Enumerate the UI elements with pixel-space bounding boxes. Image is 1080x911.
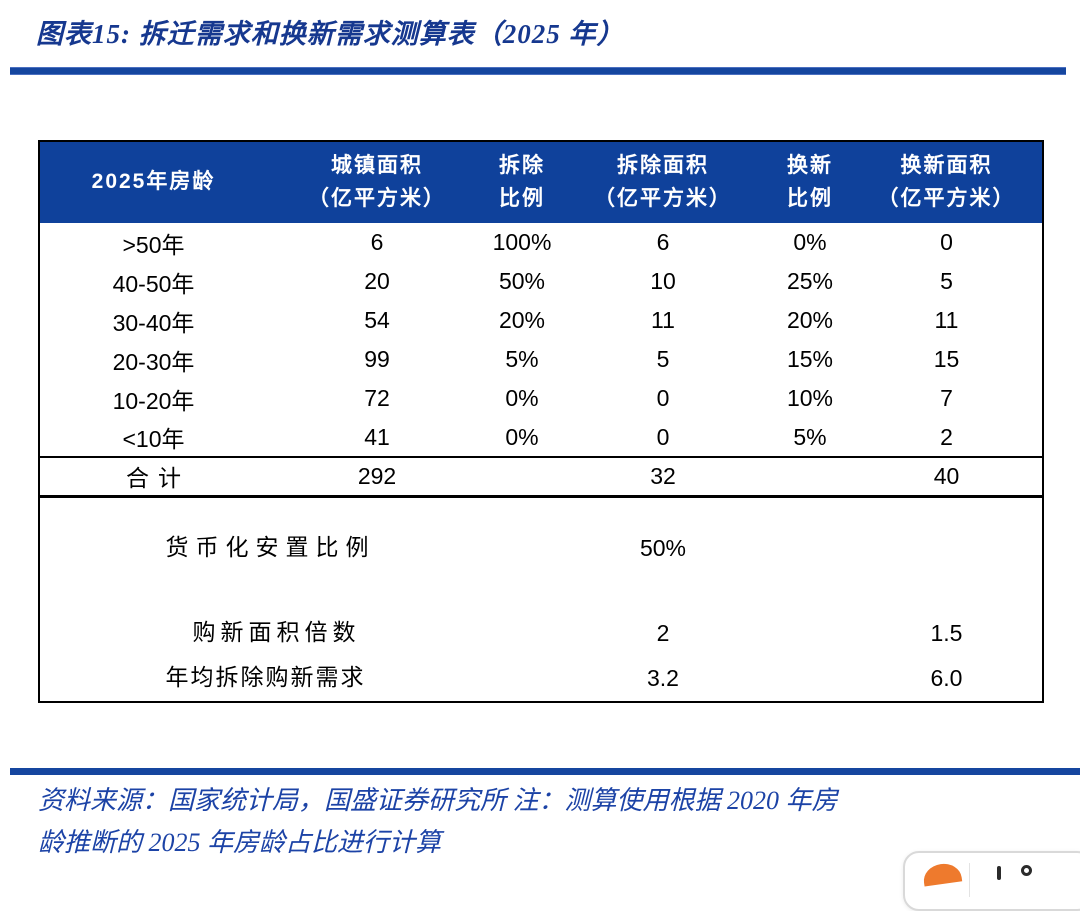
col-header-age: 2025年房龄	[39, 141, 267, 223]
cell-value	[769, 496, 851, 571]
cell-value: 0%	[505, 385, 539, 411]
cell-value: 2	[940, 423, 953, 450]
monetized-resettlement-row: 货币化安置比例 50%	[39, 496, 1043, 571]
row-label: 购新面积倍数	[192, 619, 361, 645]
figure-title: 图表15: 拆迁需求和换新需求测算表（2025 年）	[36, 19, 625, 49]
footer-divider	[10, 768, 1080, 775]
cell-value: 20	[364, 268, 390, 294]
cell-value: 100%	[492, 229, 552, 255]
cell-value: 32	[557, 456, 769, 498]
cell-value	[487, 456, 557, 498]
table-row: <10年 41 0% 0 5% 2	[39, 418, 1043, 457]
cell-value: 5%	[793, 423, 827, 450]
annual-demand-row: 年均拆除购新需求 3.2 6.0	[39, 656, 1043, 702]
cell-value: 10%	[786, 385, 834, 411]
cell-value	[769, 456, 851, 498]
orange-logo-icon[interactable]	[921, 861, 963, 887]
cell-value: 0	[656, 423, 670, 450]
cell-value: 41	[364, 423, 390, 450]
table-header-row: 2025年房龄 城镇面积 （亿平方米） 拆除 比例 拆除面积 （亿平方米） 换新 比例 …	[39, 141, 1043, 223]
cell-value	[769, 571, 851, 656]
row-label: 20-30年	[112, 348, 195, 375]
total-row: 合计 292 32 40	[39, 456, 1043, 498]
row-label: 年均拆除购新需求	[165, 664, 366, 690]
col-header-demolition-area: 拆除面积 （亿平方米）	[557, 141, 769, 223]
total-label: 合计	[39, 456, 267, 498]
new-purchase-multiple-row: 购新面积倍数 2 1.5	[39, 571, 1043, 656]
cell-value: 6.0	[930, 665, 963, 691]
cell-value: 0%	[793, 229, 827, 255]
cell-value: 11	[934, 307, 959, 333]
source-note-line2: 龄推断的 2025 年房龄占比进行计算	[38, 828, 442, 857]
cell-value: 50%	[639, 535, 687, 561]
source-note-line1: 资料来源：国家统计局，国盛证券研究所 注：测算使用根据 2020 年房	[38, 786, 838, 815]
cell-value: 0	[656, 385, 670, 411]
col-header-demolition-ratio: 拆除 比例	[487, 141, 557, 223]
cell-value	[851, 496, 1043, 571]
cell-value: 40	[851, 456, 1043, 498]
cell-value: 20%	[498, 307, 546, 333]
source-note: 资料来源：国家统计局，国盛证券研究所 注：测算使用根据 2020 年房 龄推断的…	[38, 780, 1048, 864]
cell-value: 0%	[505, 423, 539, 450]
col-header-renewal-ratio: 换新 比例	[769, 141, 851, 223]
cell-value: 5	[656, 346, 670, 372]
calc-table: 2025年房龄 城镇面积 （亿平方米） 拆除 比例 拆除面积 （亿平方米） 换新 比例 …	[38, 140, 1044, 703]
cell-value: 0	[940, 229, 953, 255]
cell-value: 6	[370, 229, 384, 255]
cell-value: 72	[364, 385, 390, 411]
table-row: 10-20年 72 0% 0 10% 7	[39, 379, 1043, 418]
cell-value: 54	[364, 307, 390, 333]
cell-value: 5	[940, 268, 953, 294]
cell-value: 5%	[505, 346, 539, 372]
table-row: >50年 6 100% 6 0% 0	[39, 223, 1043, 262]
widget-dot-icon[interactable]	[1021, 865, 1032, 876]
row-label: 10-20年	[112, 387, 195, 414]
cell-value: 25%	[786, 268, 834, 294]
cell-value: 1.5	[930, 620, 963, 646]
row-label: 货币化安置比例	[165, 534, 376, 560]
cell-value: 7	[940, 385, 953, 411]
cell-value: 2	[656, 620, 670, 646]
corner-widget[interactable]	[903, 851, 1080, 911]
cell-value: 10	[650, 268, 676, 294]
cell-value: 292	[267, 456, 487, 498]
cell-value: 3.2	[647, 665, 679, 691]
widget-divider	[969, 863, 970, 897]
row-label: 40-50年	[112, 270, 195, 297]
cell-value	[487, 656, 557, 702]
cell-value: 15	[933, 346, 960, 372]
cell-value: 20%	[786, 307, 834, 333]
table-row: 30-40年 54 20% 11 20% 11	[39, 301, 1043, 340]
table-row: 20-30年 99 5% 5 15% 15	[39, 340, 1043, 379]
col-header-renewal-area: 换新面积 （亿平方米）	[851, 141, 1043, 223]
cell-value: 6	[656, 229, 670, 255]
cell-value: 50%	[498, 268, 546, 294]
cell-value	[487, 496, 557, 571]
row-label: >50年	[122, 231, 185, 258]
table-row: 40-50年 20 50% 10 25% 5	[39, 262, 1043, 301]
cell-value: 15%	[786, 346, 834, 372]
col-header-urban-area: 城镇面积 （亿平方米）	[267, 141, 487, 223]
cell-value	[769, 656, 851, 702]
cell-value: 99	[364, 346, 390, 372]
cell-value: 11	[651, 307, 675, 333]
row-label: <10年	[122, 426, 185, 452]
title-divider	[10, 67, 1066, 75]
row-label: 30-40年	[112, 309, 195, 336]
cell-value	[487, 571, 557, 656]
widget-glyph-icon[interactable]	[997, 866, 1001, 880]
